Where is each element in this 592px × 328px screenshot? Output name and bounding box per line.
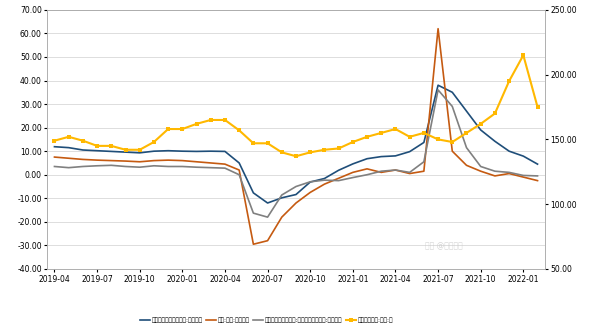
Text: 知乎 @并购优塾: 知乎 @并购优塾 — [425, 241, 463, 250]
Legend: 房地产开发投资完成额:累计同比, 产量:水泥:累计同比, 固定资产投资完成额:基础设施建设投资:累计同比, 水泥价格指数:全国:月: 房地产开发投资完成额:累计同比, 产量:水泥:累计同比, 固定资产投资完成额:基… — [137, 315, 395, 325]
